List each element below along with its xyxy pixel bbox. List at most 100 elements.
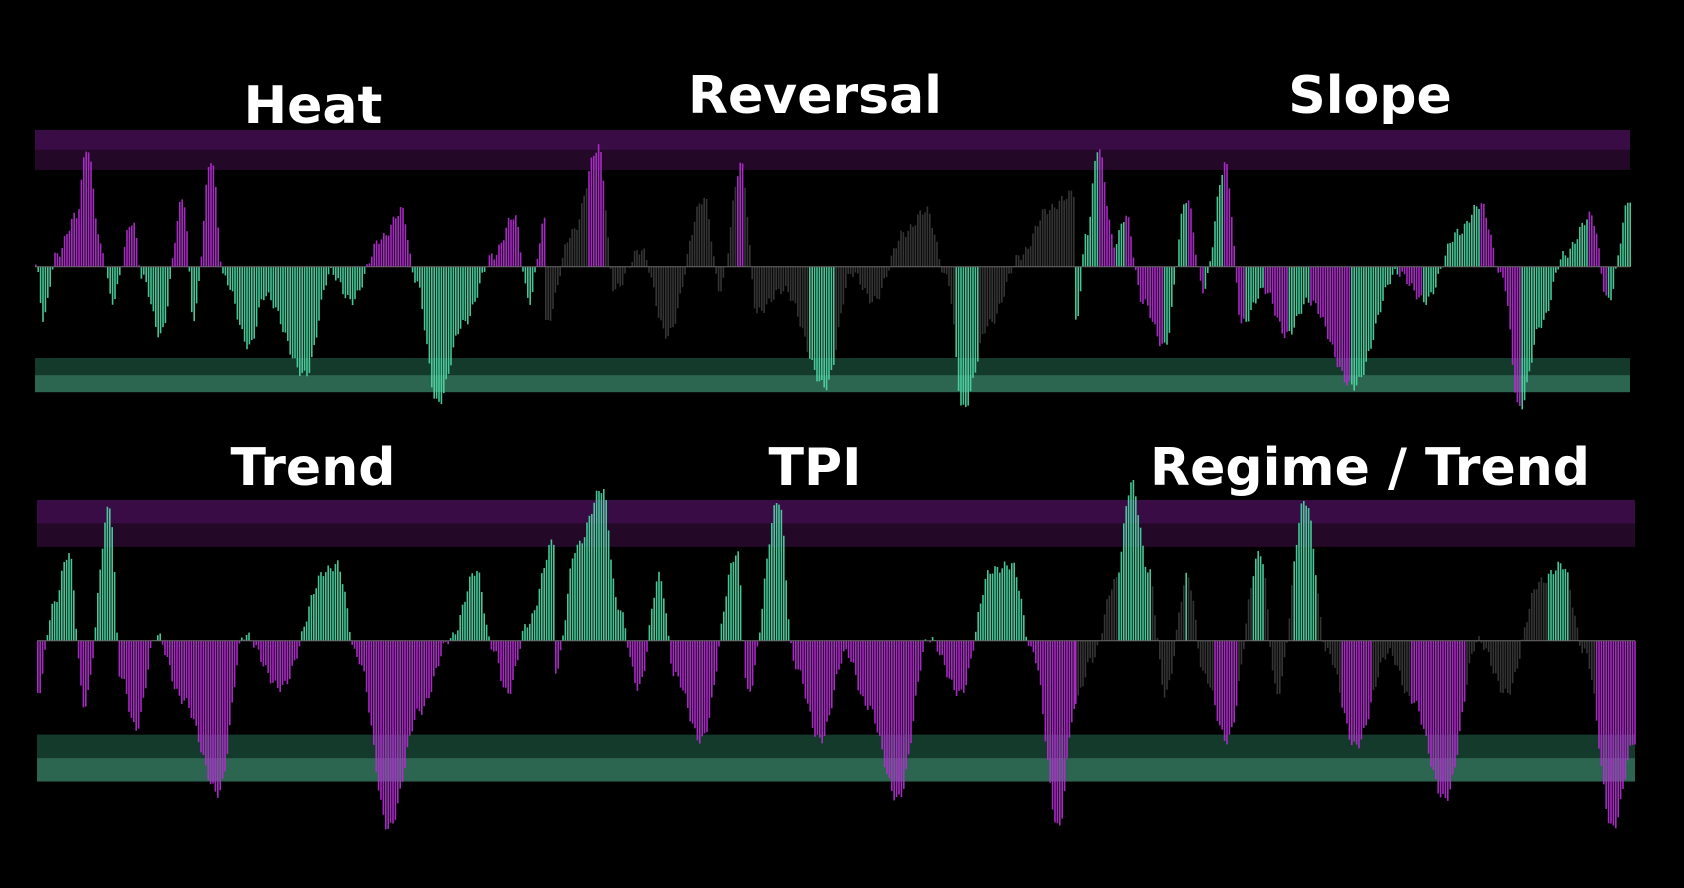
bar (387, 640, 389, 829)
bar (631, 262, 633, 267)
bar (693, 221, 696, 267)
bar (198, 266, 200, 281)
bar (281, 640, 284, 685)
bar (1555, 266, 1557, 273)
bar (1034, 225, 1037, 267)
bar (404, 224, 407, 267)
bar (684, 266, 686, 275)
bar (895, 248, 897, 267)
bar (975, 631, 977, 641)
bar (1619, 243, 1622, 267)
bar (1478, 636, 1480, 641)
bar (231, 266, 234, 292)
bar (1483, 640, 1485, 650)
bar (1061, 640, 1063, 819)
bar (425, 640, 428, 699)
bar (349, 632, 351, 641)
bar (1435, 640, 1437, 779)
bar (1377, 266, 1379, 315)
bar (1401, 266, 1403, 272)
bar (200, 640, 202, 753)
bar (1149, 266, 1151, 319)
bar (1492, 247, 1495, 267)
bar (821, 266, 823, 381)
bar (1379, 266, 1382, 313)
bar (744, 187, 746, 267)
bar (799, 266, 801, 327)
bar (749, 245, 751, 267)
bar (631, 640, 634, 667)
bar (1144, 566, 1147, 641)
bar (531, 266, 534, 293)
bar (428, 266, 431, 364)
bar (269, 640, 272, 684)
bar (1399, 640, 1401, 671)
slope-title: Slope (1288, 66, 1452, 126)
bar (1125, 215, 1127, 267)
bar (1187, 200, 1190, 267)
bar (262, 640, 265, 667)
bar-series (555, 489, 1075, 826)
bar (133, 640, 135, 723)
bar (164, 266, 167, 323)
bar (1334, 266, 1336, 358)
bar (777, 266, 780, 289)
bar (390, 224, 392, 267)
bar (277, 266, 279, 311)
bar (459, 266, 462, 329)
bar (713, 256, 715, 267)
bar (339, 571, 341, 641)
bar (852, 640, 855, 663)
bar (903, 640, 905, 789)
bar (1257, 266, 1259, 299)
bar (383, 233, 385, 267)
bar (289, 266, 291, 355)
bar (406, 640, 409, 748)
bar (361, 266, 363, 288)
bar (859, 640, 862, 695)
bar (1327, 640, 1329, 649)
bar (703, 197, 705, 267)
bar (485, 624, 488, 641)
bar (526, 627, 529, 641)
bar (1396, 640, 1399, 666)
bar (1238, 266, 1240, 315)
bar (1377, 640, 1379, 678)
bar (1027, 248, 1029, 267)
bar (912, 640, 915, 721)
bar (61, 248, 63, 267)
bar (873, 266, 876, 297)
bar (967, 266, 969, 406)
bar (1226, 163, 1228, 267)
bar (59, 256, 61, 267)
bar (111, 527, 113, 641)
bar (782, 266, 785, 292)
bar (614, 266, 617, 290)
bar (414, 266, 416, 283)
bar (1209, 640, 1211, 688)
bar (500, 640, 502, 682)
heat-panel: Heat (35, 76, 546, 405)
bar (1195, 619, 1197, 641)
bar (1387, 640, 1389, 654)
bar (922, 640, 924, 652)
bar (90, 161, 92, 267)
bar (1312, 548, 1315, 641)
bar (347, 266, 349, 295)
bar (691, 640, 694, 724)
bar (717, 266, 720, 292)
bar (385, 640, 387, 830)
bar (147, 640, 149, 670)
bar (1511, 640, 1514, 684)
bar (53, 601, 56, 641)
bar (219, 261, 222, 267)
bar (1044, 640, 1047, 742)
bar (258, 266, 260, 308)
bar (469, 576, 471, 641)
bar (1391, 266, 1394, 275)
bar (1238, 640, 1240, 682)
bar (380, 640, 382, 800)
bar (397, 640, 399, 804)
bar (299, 266, 301, 376)
bar-series (37, 506, 555, 830)
